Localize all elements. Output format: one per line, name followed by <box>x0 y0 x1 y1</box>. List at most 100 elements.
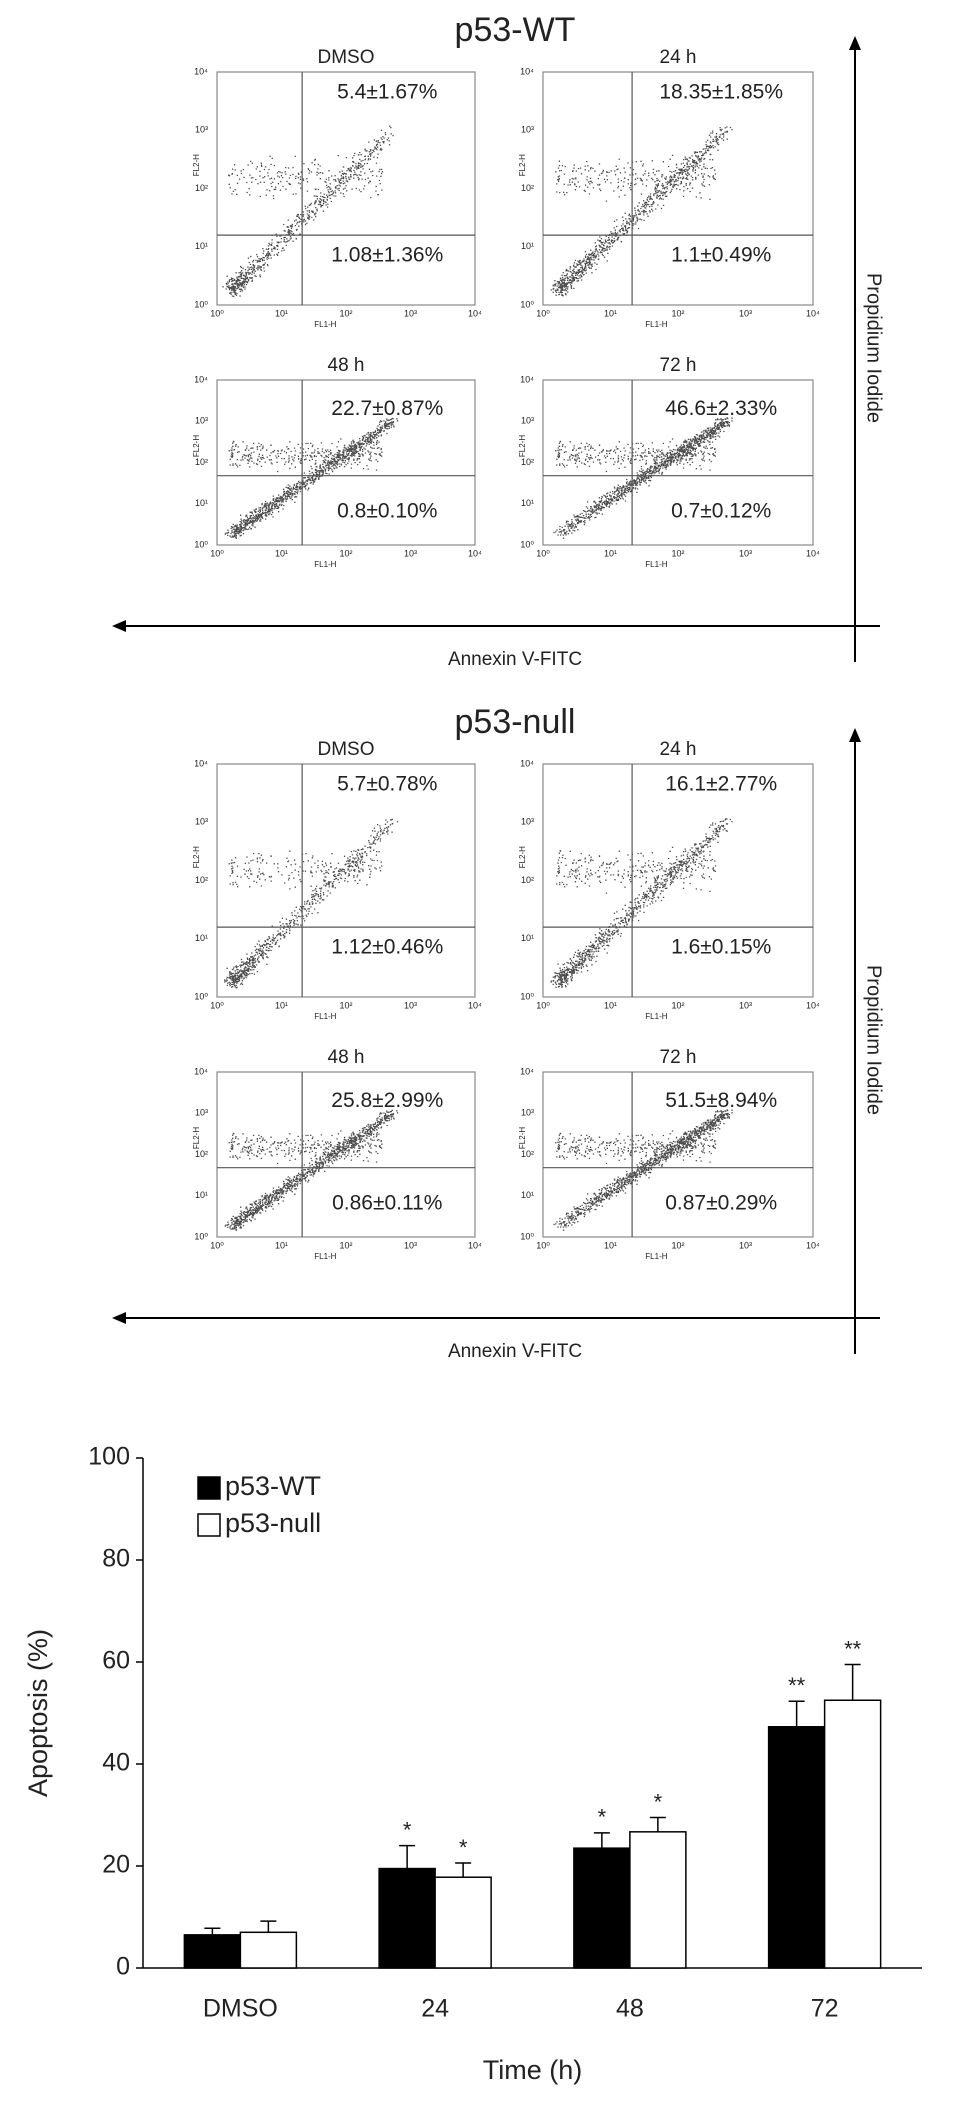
flow-tick-label: 10⁰ <box>520 539 534 549</box>
flow-tick-label: 10⁴ <box>520 374 534 384</box>
scatter-dots <box>553 417 733 539</box>
flow-tick-label: 10³ <box>521 817 534 827</box>
quadrant-value: 16.1±2.77% <box>665 773 777 796</box>
flow-tick-label: 10⁰ <box>520 1231 534 1241</box>
flow-tick-label: 10³ <box>739 308 752 318</box>
arrow-label: Propidium Iodide <box>863 965 885 1115</box>
y-tick-label: 0 <box>116 1953 130 1981</box>
flow-tick-label: 10¹ <box>604 308 617 318</box>
error-bar <box>788 1700 805 1727</box>
flow-tick-label: 10⁴ <box>194 758 208 768</box>
panel-title: 24 h <box>660 47 697 68</box>
flow-x-label: FL1-H <box>314 1012 336 1021</box>
x-axis-label: Time (h) <box>483 2055 583 2085</box>
quadrant-value: 0.86±0.11% <box>332 1192 442 1215</box>
flow-tick-label: 10⁴ <box>468 548 482 558</box>
significance: * <box>403 1817 412 1842</box>
flow-tick-label: 10¹ <box>521 933 534 943</box>
error-bar <box>204 1927 221 1935</box>
bar <box>573 1847 631 1969</box>
bar <box>434 1876 492 1969</box>
section-title: p53-WT <box>455 11 576 49</box>
flow-tick-label: 10¹ <box>275 548 288 558</box>
quadrant-value: 5.4±1.67% <box>337 81 437 104</box>
quadrant-value: 1.1±0.49% <box>671 244 771 267</box>
flow-tick-label: 10⁴ <box>194 1066 208 1076</box>
flow-tick-label: 10¹ <box>195 1190 208 1200</box>
flow-tick-label: 10⁴ <box>194 66 208 76</box>
error-bar <box>844 1663 861 1701</box>
plot-frame <box>542 71 814 306</box>
flow-tick-label: 10² <box>195 183 208 193</box>
x-tick-label: 72 <box>811 1995 839 2023</box>
flow-tick-label: 10⁰ <box>536 1240 550 1250</box>
arrow-head <box>112 1312 126 1324</box>
flow-tick-label: 10⁴ <box>806 1000 820 1010</box>
flow-tick-label: 10¹ <box>604 1240 617 1250</box>
bar <box>378 1867 436 1969</box>
flow-tick-label: 10¹ <box>275 1000 288 1010</box>
flow-tick-label: 10⁴ <box>468 308 482 318</box>
panel-title: 48 h <box>328 1047 365 1068</box>
flow-y-label: FL2-H <box>192 154 201 176</box>
scatter-dots <box>550 818 733 988</box>
y-tick-label: 60 <box>102 1647 130 1675</box>
flow-tick-label: 10² <box>339 1000 352 1010</box>
flow-tick-label: 10⁴ <box>806 308 820 318</box>
flow-tick-label: 10³ <box>739 548 752 558</box>
flow-tick-label: 10² <box>339 1240 352 1250</box>
quadrant-value: 0.7±0.12% <box>671 500 771 523</box>
flow-tick-label: 10² <box>671 1000 684 1010</box>
plot-frame <box>216 763 476 998</box>
flow-x-label: FL1-H <box>645 1012 667 1021</box>
flow-y-label: FL2-H <box>518 154 527 176</box>
panel-title: DMSO <box>318 739 375 760</box>
scatter-dots <box>550 126 733 297</box>
plot-frame <box>216 71 476 306</box>
quadrant-value: 22.7±0.87% <box>331 397 443 420</box>
flow-x-label: FL1-H <box>645 560 667 569</box>
arrow-label: Annexin V-FITC <box>448 649 582 670</box>
scatter-dots <box>553 1109 733 1231</box>
flow-tick-label: 10⁰ <box>210 1240 224 1250</box>
quadrant-value: 18.35±1.85% <box>659 81 783 104</box>
flow-tick-label: 10² <box>671 308 684 318</box>
flow-x-label: FL1-H <box>314 560 336 569</box>
x-tick-label: 48 <box>616 1995 644 2023</box>
scatter-dots <box>224 1109 399 1232</box>
flow-tick-label: 10⁴ <box>520 1066 534 1076</box>
flow-tick-label: 10³ <box>195 1108 208 1118</box>
flow-tick-label: 10⁰ <box>194 991 208 1001</box>
legend-label: p53-null <box>225 1508 321 1538</box>
flow-tick-label: 10² <box>195 457 208 467</box>
flow-tick-label: 10¹ <box>275 308 288 318</box>
flow-x-label: FL1-H <box>314 1252 336 1261</box>
error-bar <box>455 1862 472 1878</box>
flow-tick-label: 10⁰ <box>210 1000 224 1010</box>
flow-y-label: FL2-H <box>192 435 201 457</box>
y-axis-label: Apoptosis (%) <box>23 1629 53 1797</box>
flow-tick-label: 10⁴ <box>520 758 534 768</box>
flow-tick-label: 10⁰ <box>210 548 224 558</box>
flow-tick-label: 10⁰ <box>210 308 224 318</box>
flow-tick-label: 10¹ <box>521 241 534 251</box>
quadrant-value: 25.8±2.99% <box>331 1089 443 1112</box>
y-tick-label: 100 <box>88 1443 130 1471</box>
error-bar <box>399 1844 416 1869</box>
flow-tick-label: 10⁰ <box>520 991 534 1001</box>
error-bar <box>260 1920 277 1933</box>
flow-tick-label: 10¹ <box>195 498 208 508</box>
flow-y-label: FL2-H <box>518 435 527 457</box>
flow-tick-label: 10⁴ <box>520 66 534 76</box>
quadrant-value: 5.7±0.78% <box>337 773 437 796</box>
flow-tick-label: 10⁴ <box>194 374 208 384</box>
flow-tick-label: 10¹ <box>604 548 617 558</box>
flow-tick-label: 10³ <box>404 548 417 558</box>
y-tick-label: 40 <box>102 1749 130 1777</box>
quadrant-value: 46.6±2.33% <box>665 397 777 420</box>
quadrant-value: 0.8±0.10% <box>337 500 437 523</box>
significance: ** <box>844 1636 862 1661</box>
bar <box>767 1726 826 1969</box>
significance: * <box>459 1835 468 1860</box>
